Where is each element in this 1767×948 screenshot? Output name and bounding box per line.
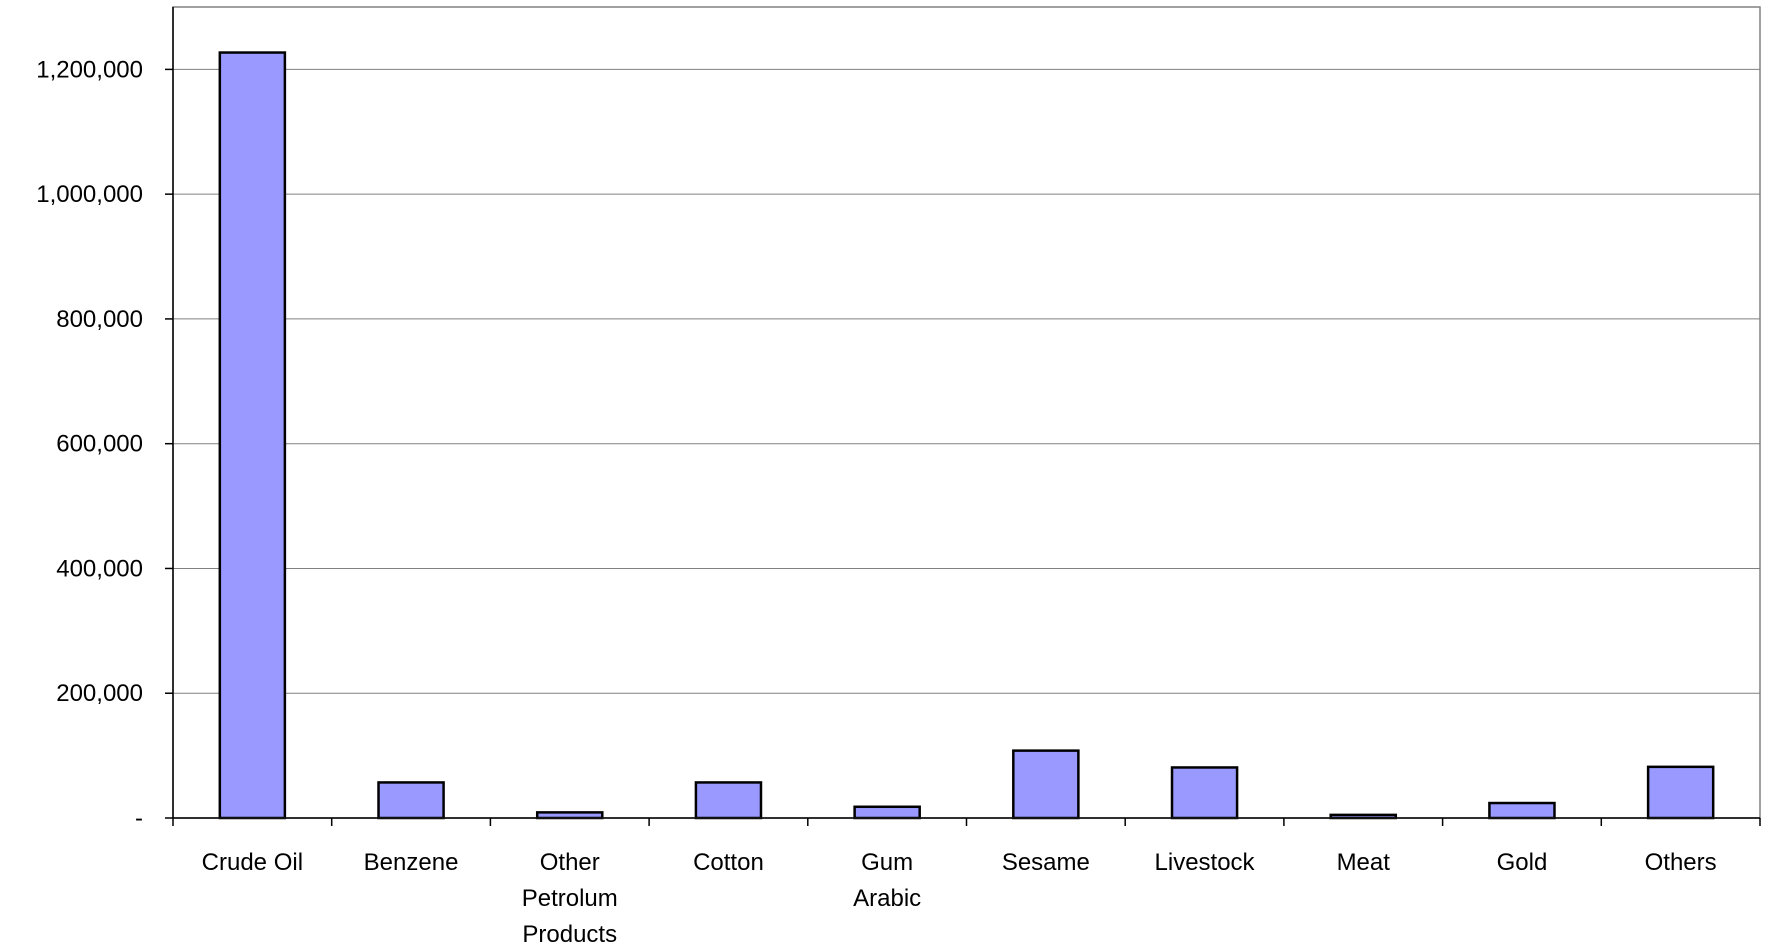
bar: [1012, 749, 1080, 820]
x-axis-ticks: Crude Oil Benzene Other Petrolum Products Cot…: [172, 818, 1761, 948]
gridlines: [173, 68, 1760, 694]
x-category-label: Benzene: [364, 849, 459, 876]
bar: [1170, 766, 1239, 820]
x-category-label: Crude Oil: [202, 849, 303, 876]
x-category-label: Sesame: [1002, 849, 1090, 876]
x-category-label: Livestock: [1155, 849, 1256, 876]
bars: [218, 51, 1715, 820]
y-tick-label: 400,000: [56, 555, 143, 582]
bar: [218, 51, 287, 820]
bar: [1646, 765, 1715, 820]
y-tick-label: 200,000: [56, 680, 143, 707]
bar: [694, 781, 763, 820]
axes: [172, 6, 1761, 819]
y-axis-ticks: - 200,000 400,000 600,000 800,000 1,000,000 1,…: [36, 56, 173, 832]
x-category-label: Other Petrolum Products: [522, 849, 618, 948]
bar: [1488, 801, 1556, 820]
y-tick-label: 1,000,000: [36, 181, 143, 208]
x-category-label: Gum Arabic: [853, 849, 921, 912]
x-category-label: Meat: [1337, 849, 1391, 876]
x-category-label: Others: [1645, 849, 1717, 876]
y-tick-label: 600,000: [56, 431, 143, 458]
x-category-label: Cotton: [693, 849, 764, 876]
bar: [535, 811, 604, 820]
bar: [853, 805, 921, 820]
y-tick-label: -: [135, 805, 143, 832]
bar: [377, 781, 445, 820]
x-category-label: Gold: [1497, 849, 1548, 876]
y-tick-label: 1,200,000: [36, 56, 143, 83]
plot-area-border: [172, 6, 1761, 819]
y-tick-label: 800,000: [56, 306, 143, 333]
